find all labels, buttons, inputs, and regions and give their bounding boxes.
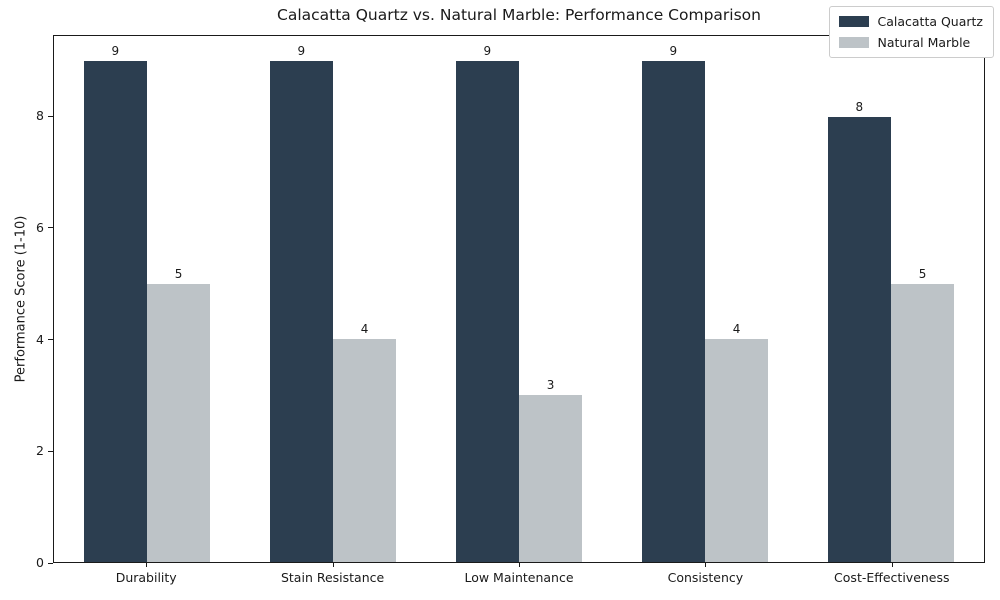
y-tick-mark — [48, 562, 53, 564]
legend-label: Natural Marble — [877, 35, 971, 50]
bar-series0-cat1: 9 — [269, 44, 333, 562]
y-tick-label: 4 — [36, 331, 44, 347]
legend: Calacatta Quartz Natural Marble — [829, 6, 994, 58]
bar-value-label: 3 — [546, 378, 555, 393]
y-tick-mark — [48, 450, 53, 452]
x-tick-mark — [146, 563, 148, 567]
bar-value-label: 5 — [174, 266, 183, 281]
bar-value-label: 9 — [111, 44, 120, 59]
bar-series1-cat0: 5 — [147, 267, 211, 562]
y-tick-mark — [48, 227, 53, 229]
legend-swatch-icon — [839, 37, 870, 48]
legend-label: Calacatta Quartz — [877, 14, 983, 29]
x-tick-label: Durability — [115, 570, 177, 585]
bar-value-label: 4 — [360, 322, 369, 337]
x-tick-label: Stain Resistance — [280, 570, 385, 585]
bar-value-label: 8 — [855, 99, 864, 114]
x-tick-mark — [705, 563, 707, 567]
bar-series0-cat4: 8 — [827, 100, 891, 562]
y-tick-mark — [48, 115, 53, 117]
x-tick-mark — [891, 563, 893, 567]
bar-value-label: 5 — [918, 266, 927, 281]
legend-entry-0: Calacatta Quartz — [839, 14, 983, 29]
legend-entry-1: Natural Marble — [839, 35, 983, 50]
x-tick-mark — [519, 563, 520, 567]
chart-title: Calacatta Quartz vs. Natural Marble: Per… — [277, 6, 761, 24]
x-tick-mark — [332, 563, 334, 567]
bar-series1-cat1: 4 — [333, 322, 397, 562]
x-tick-label: Consistency — [667, 570, 744, 585]
y-tick-label: 2 — [36, 443, 44, 459]
bar-value-label: 9 — [297, 44, 306, 59]
bar-series0-cat3: 9 — [641, 44, 705, 562]
bar-series0-cat2: 9 — [455, 44, 519, 562]
bar-value-label: 4 — [732, 322, 741, 337]
y-tick-label: 8 — [36, 108, 44, 124]
bar-series1-cat3: 4 — [705, 322, 769, 562]
y-tick-label: 6 — [36, 219, 44, 235]
legend-swatch-icon — [839, 16, 870, 27]
bar-value-label: 9 — [669, 44, 678, 59]
x-tick-label: Cost-Effectiveness — [834, 570, 950, 585]
y-tick-label: 0 — [36, 555, 44, 570]
y-axis-label: Performance Score (1-10) — [13, 215, 29, 383]
x-tick-label: Low Maintenance — [464, 570, 574, 585]
bar-series1-cat4: 5 — [891, 267, 955, 562]
bar-value-label: 9 — [483, 44, 492, 59]
bar-series1-cat2: 3 — [519, 378, 583, 562]
y-tick-mark — [48, 339, 53, 340]
bar-series0-cat0: 9 — [83, 44, 147, 562]
